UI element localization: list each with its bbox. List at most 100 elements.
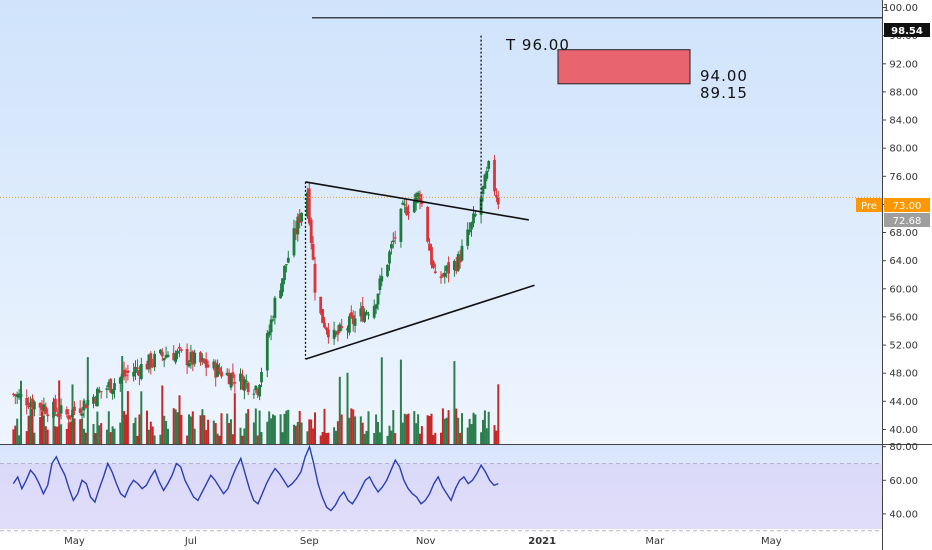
volume-bar bbox=[113, 428, 116, 444]
candle-body bbox=[225, 372, 229, 376]
volume-bar bbox=[432, 435, 435, 444]
candle-body bbox=[189, 352, 193, 363]
price-tick-label: 92.00 bbox=[889, 59, 918, 70]
candle-body bbox=[99, 391, 103, 393]
volume-bar bbox=[258, 410, 261, 444]
volume-bar bbox=[231, 434, 234, 444]
volume-bar bbox=[392, 410, 395, 444]
volume-bar bbox=[375, 414, 378, 444]
candle-body bbox=[252, 393, 256, 395]
candle-body bbox=[388, 251, 391, 264]
volume-bar bbox=[472, 412, 475, 444]
candle-body bbox=[59, 405, 63, 414]
target-zone-lower-label: 89.15 bbox=[700, 84, 748, 102]
price-tick-label: 80.00 bbox=[889, 144, 918, 155]
candle-body bbox=[218, 367, 221, 372]
candle-body bbox=[334, 332, 338, 334]
volume-bar bbox=[167, 428, 169, 444]
candle-body bbox=[229, 373, 233, 388]
price-tick-label: 44.00 bbox=[889, 397, 918, 408]
candle-body bbox=[71, 409, 74, 418]
target-zone-box[interactable] bbox=[557, 49, 691, 85]
candle-body bbox=[220, 371, 223, 377]
volume-bar bbox=[327, 432, 330, 444]
candle-body bbox=[483, 174, 487, 189]
candle-body bbox=[12, 393, 15, 395]
volume-bar bbox=[239, 427, 242, 444]
volume-bar bbox=[81, 418, 84, 444]
candle-body bbox=[321, 309, 324, 323]
volume-bar bbox=[363, 433, 366, 444]
volume-bar bbox=[96, 411, 99, 444]
candle-body bbox=[470, 222, 473, 230]
candle-body bbox=[309, 219, 313, 243]
candle-body bbox=[13, 394, 17, 397]
candle-body bbox=[27, 406, 30, 408]
candle-body bbox=[69, 415, 72, 417]
volume-bar bbox=[338, 376, 341, 444]
volume-bar bbox=[497, 384, 500, 444]
price-tick-label: 60.00 bbox=[889, 284, 918, 295]
candle-body bbox=[136, 367, 139, 369]
axes: 40.00 44.00 48.00 52.00 56.00 60.00 64.00 68.00… bbox=[64, 3, 918, 547]
volume-bar bbox=[180, 414, 183, 444]
volume-bar bbox=[46, 429, 49, 444]
volume-bar bbox=[482, 419, 484, 444]
volume-bar bbox=[33, 432, 36, 444]
volume-bar bbox=[109, 432, 112, 444]
volume-bar bbox=[111, 426, 114, 444]
candle-body bbox=[216, 364, 219, 377]
volume-bar bbox=[212, 420, 215, 444]
volume-bar bbox=[56, 426, 59, 444]
volume-bar bbox=[308, 419, 311, 444]
price-axis-background bbox=[882, 0, 932, 529]
candle-body bbox=[346, 328, 349, 331]
candle-body bbox=[380, 276, 384, 282]
candle-body bbox=[78, 408, 82, 413]
candle-body bbox=[94, 398, 97, 404]
volume-bar bbox=[407, 413, 410, 444]
target-zone-upper-label: 94.00 bbox=[700, 67, 748, 85]
candle-body bbox=[162, 358, 166, 361]
volume-bar bbox=[417, 414, 420, 444]
candle-body bbox=[441, 274, 445, 276]
candle-body bbox=[153, 353, 156, 368]
volume-bar bbox=[42, 415, 45, 444]
volume-bar bbox=[352, 409, 355, 444]
volume-bar bbox=[188, 414, 190, 444]
volume-bar bbox=[312, 428, 315, 444]
volume-bar bbox=[468, 418, 471, 444]
volume-bar bbox=[119, 422, 122, 444]
volume-bar bbox=[440, 432, 442, 444]
candle-body bbox=[493, 160, 496, 192]
candle-body bbox=[191, 351, 195, 365]
volume-bar bbox=[319, 435, 322, 444]
lower-trendline bbox=[305, 284, 535, 360]
time-tick-label: Sep bbox=[300, 536, 319, 547]
volume-bar bbox=[350, 408, 353, 444]
volume-bar bbox=[495, 430, 498, 444]
candle-body bbox=[426, 207, 429, 242]
volume-bar bbox=[146, 410, 148, 444]
volume-bar bbox=[335, 430, 337, 444]
candle-body bbox=[361, 306, 365, 322]
candle-body bbox=[279, 290, 282, 299]
candle-body bbox=[193, 352, 197, 364]
candle-body bbox=[481, 186, 485, 194]
volume-bar bbox=[388, 425, 391, 444]
candle-body bbox=[149, 353, 153, 368]
volume-bar bbox=[321, 432, 324, 444]
candle-body bbox=[273, 297, 277, 318]
volume-bar bbox=[107, 411, 110, 444]
volume-bar bbox=[480, 432, 483, 444]
volume-bar bbox=[294, 425, 297, 444]
volume-bar bbox=[279, 414, 282, 444]
candle-body bbox=[44, 406, 48, 414]
volume-bar bbox=[149, 421, 152, 444]
candle-body bbox=[256, 388, 260, 395]
candle-body bbox=[363, 311, 366, 322]
candle-body bbox=[159, 349, 162, 354]
volume-bar bbox=[163, 415, 166, 444]
candle-body bbox=[374, 304, 378, 309]
price-tick-label: 40.00 bbox=[889, 425, 918, 436]
